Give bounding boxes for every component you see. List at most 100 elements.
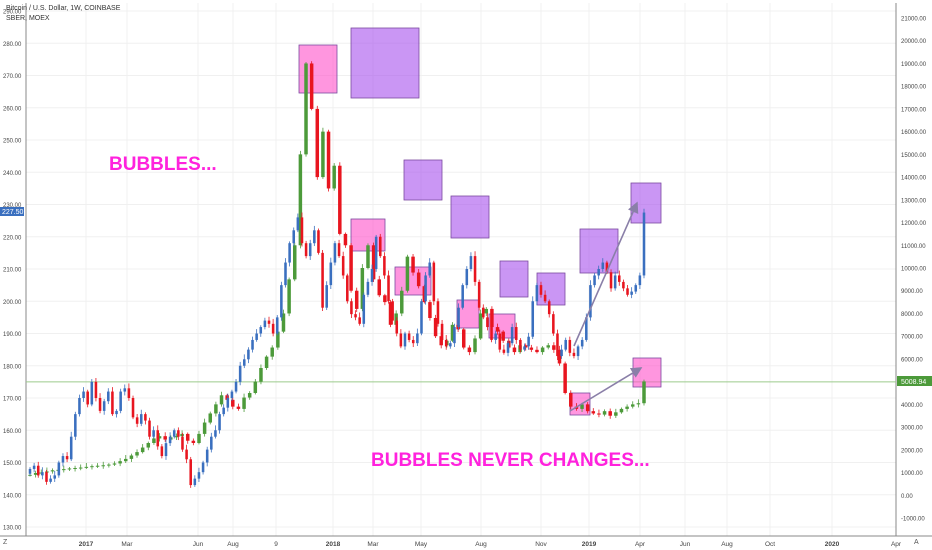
bitcoin-candle (467, 347, 472, 353)
bitcoin-candle (174, 436, 179, 438)
bubble-box[interactable] (499, 260, 529, 298)
sber-candle (350, 301, 353, 315)
bubble-box[interactable] (536, 272, 566, 306)
bitcoin-candle (62, 469, 66, 471)
time-axis-label: Jun (680, 541, 691, 548)
bitcoin-candle (253, 381, 258, 393)
trend-arrow-upper[interactable] (573, 201, 639, 347)
zoom-corner-button[interactable]: Z (3, 539, 8, 546)
sber-candle (135, 417, 139, 424)
left-axis-tick-label: 280.00 (3, 42, 22, 48)
symbol-title[interactable]: Bitcoin / U.S. Dollar, 1W, COINBASE (6, 5, 121, 12)
sber-candle (613, 275, 617, 289)
bitcoin-candle (450, 324, 455, 341)
bitcoin-candle (185, 433, 190, 441)
sber-candle (119, 391, 122, 411)
sber-candle (547, 301, 551, 315)
sber-candle (436, 301, 440, 324)
bubble-box[interactable] (630, 182, 662, 224)
sber-candle (457, 307, 460, 328)
right-axis-tick-label: 0.00 (901, 494, 913, 500)
sber-candle (333, 243, 337, 263)
sber-candle (189, 459, 192, 486)
bitcoin-candle (112, 463, 117, 465)
sber-candle (45, 472, 48, 482)
left-axis-tick-label: 270.00 (3, 74, 22, 80)
bitcoin-candle (400, 290, 404, 314)
sber-candle (263, 320, 267, 328)
right-axis-tick-label: -1000.00 (901, 517, 925, 523)
bubble-box[interactable] (450, 195, 490, 239)
bitcoin-candle (416, 272, 421, 287)
sber-candle (296, 217, 300, 231)
bitcoin-candle (321, 131, 325, 178)
right-axis-tick-label: 10000.00 (901, 267, 927, 273)
sber-candle (543, 294, 547, 302)
bitcoin-candle (529, 347, 534, 350)
bitcoin-candle (411, 256, 415, 273)
sber-candle (123, 388, 127, 392)
sber-candle (523, 346, 526, 350)
sber-candle (222, 407, 225, 415)
bitcoin-candle (140, 447, 145, 453)
bitcoin-candle (354, 290, 359, 309)
auto-scale-button[interactable]: A (914, 539, 919, 546)
time-axis[interactable]: 2017 Mar Jun Aug 9 2018 Mar May Aug Nov 2019 Apr Jun… (79, 541, 902, 548)
bitcoin-candle (546, 345, 550, 348)
bitcoin-candle (247, 393, 252, 398)
time-axis-label: 9 (274, 541, 278, 548)
sber-candle (172, 430, 176, 437)
bitcoin-candle (597, 413, 601, 415)
time-axis-label: Aug (227, 541, 239, 548)
sber-candle (160, 446, 164, 457)
bitcoin-candle (95, 465, 100, 467)
sber-candle (564, 339, 567, 350)
sber-candle (74, 414, 77, 437)
bitcoin-candle (377, 279, 381, 296)
left-price-axis[interactable]: 130.00 140.00 150.00 160.00 170.00 180.00 190.… (3, 10, 22, 532)
bubble-box[interactable] (569, 392, 591, 416)
sber-candle (440, 323, 444, 340)
bubble-box[interactable] (632, 357, 662, 388)
trend-arrow-lower[interactable] (569, 367, 643, 412)
left-axis-tick-label: 290.00 (3, 10, 22, 16)
bitcoin-candle (315, 108, 320, 178)
bitcoin-candle (501, 331, 505, 341)
left-axis-tick-label: 180.00 (3, 364, 22, 370)
right-axis-tick-label: 11000.00 (901, 244, 926, 250)
sber-candle (482, 307, 485, 318)
bubble-box[interactable] (350, 27, 420, 99)
time-axis-label: Mar (367, 541, 379, 548)
bitcoin-candle (484, 308, 489, 314)
sber-candle (378, 236, 382, 257)
bitcoin-candle (231, 399, 235, 407)
sber-candle (502, 349, 506, 353)
sber-candle (41, 472, 44, 476)
bitcoin-candle (197, 433, 201, 443)
sber-candle (506, 343, 510, 353)
sber-candle (362, 294, 366, 324)
sber-candle (420, 301, 423, 334)
compare-symbol[interactable]: SBER, MOEX (6, 15, 50, 22)
bitcoin-candle (259, 368, 263, 382)
sber-candle (32, 465, 36, 469)
left-axis-tick-label: 240.00 (3, 171, 22, 177)
right-axis-tick-label: 7000.00 (901, 335, 923, 341)
sber-candle (399, 333, 403, 347)
sber-candle (193, 478, 197, 486)
sber-candle (626, 288, 629, 295)
left-price-badge-text: 227.50 (2, 209, 24, 216)
sber-candle (638, 275, 642, 286)
bitcoin-candle (388, 302, 393, 325)
sber-candle (593, 275, 596, 286)
bitcoin-candle (422, 286, 427, 303)
left-axis-tick-label: 150.00 (3, 461, 22, 467)
bitcoin-candle (456, 324, 460, 330)
right-axis-tick-label: 1000.00 (901, 471, 923, 477)
right-price-axis[interactable]: -1000.00 0.00 1000.00 2000.00 3000.00 4000.00… (901, 17, 927, 523)
sber-candle (411, 339, 415, 344)
bubble-box[interactable] (403, 159, 443, 201)
sber-candle (597, 269, 600, 276)
bubble-box[interactable] (456, 299, 480, 329)
